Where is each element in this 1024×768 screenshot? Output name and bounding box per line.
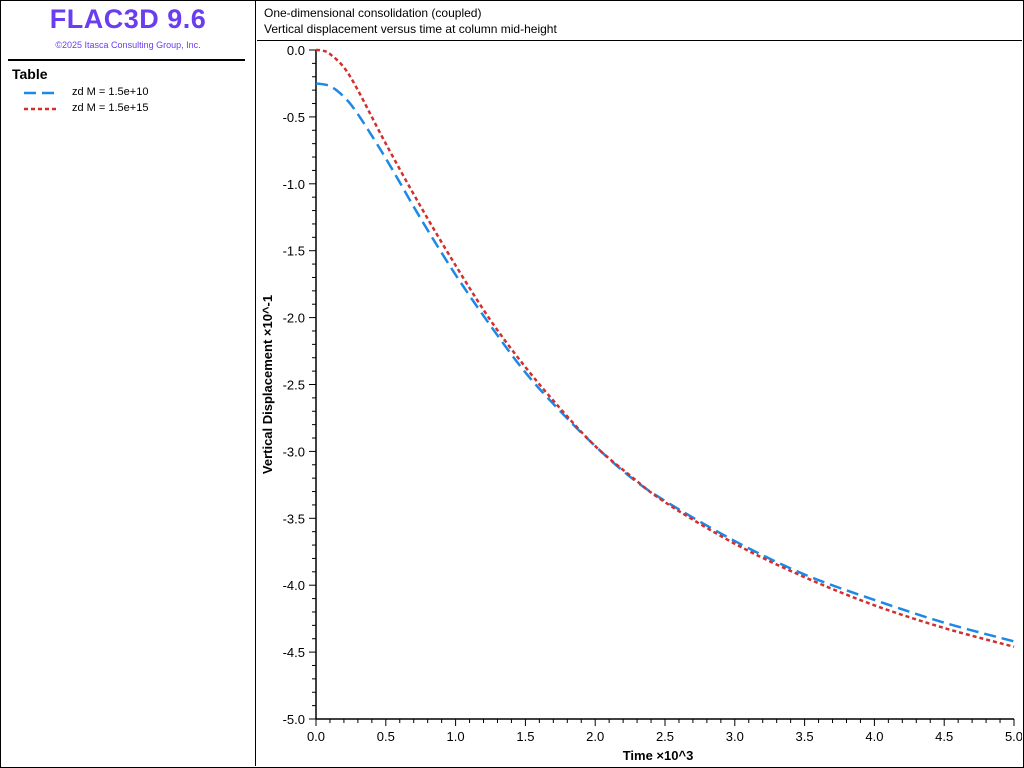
- chart-header: One-dimensional consolidation (coupled) …: [257, 0, 1022, 41]
- y-tick-label: -0.5: [283, 110, 305, 125]
- x-tick-label: 0.5: [377, 729, 395, 744]
- plot-area: 0.0 -0.5 -1.0 -1.5 -2.0 -2.5 -3.0 -3.5 -4.0 -4.5 -…: [260, 43, 1022, 763]
- y-axis-title: Vertical Displacement ×10^-1: [260, 295, 275, 474]
- series-line-2: [315, 48, 1015, 648]
- legend-title: Table: [12, 66, 48, 82]
- y-tick-label: 0.0: [287, 43, 305, 58]
- y-tick-label: -2.5: [283, 378, 305, 393]
- legend-item-label: zd M = 1.5e+10: [72, 86, 149, 98]
- x-tick-label: 1.0: [447, 729, 465, 744]
- y-tick-label: -5.0: [283, 712, 305, 727]
- y-tick-label: -3.0: [283, 444, 305, 459]
- y-tick-label: -2.0: [283, 311, 305, 326]
- chart-title: One-dimensional consolidation (coupled): [264, 6, 482, 20]
- y-tick-label: -4.0: [283, 578, 305, 593]
- dotted-line-icon: [24, 107, 58, 111]
- x-tick-label: 4.0: [865, 729, 883, 744]
- x-tick-label: 2.0: [586, 729, 604, 744]
- series-layer: [315, 48, 1015, 648]
- divider: [8, 59, 245, 61]
- x-axis-title: Time ×10^3: [623, 748, 694, 763]
- x-tick-label: 3.0: [726, 729, 744, 744]
- x-tick-label: 2.5: [656, 729, 674, 744]
- copyright-text: ©2025 Itasca Consulting Group, Inc.: [55, 40, 201, 50]
- x-tick-label: 1.5: [516, 729, 534, 744]
- dashed-line-icon: [24, 91, 58, 95]
- x-tick-label: 5.0: [1005, 729, 1022, 744]
- legend-item-label: zd M = 1.5e+15: [72, 102, 149, 114]
- x-tick-label: 4.5: [935, 729, 953, 744]
- y-tick-label: -1.0: [283, 177, 305, 192]
- chart-subtitle: Vertical displacement versus time at col…: [264, 22, 557, 36]
- y-tick-label: -3.5: [283, 511, 305, 526]
- y-axis: 0.0 -0.5 -1.0 -1.5 -2.0 -2.5 -3.0 -3.5 -4.0 -4.5 -…: [283, 43, 317, 727]
- series-line-1: [315, 82, 1015, 643]
- legend-panel: FLAC3D 9.6 ©2025 Itasca Consulting Group…: [0, 0, 256, 766]
- y-tick-label: -1.5: [283, 244, 305, 259]
- x-tick-label: 3.5: [796, 729, 814, 744]
- x-tick-label: 0.0: [307, 729, 325, 744]
- x-axis: 0.0 0.5 1.0 1.5 2.0 2.5 3.0 3.5 4.0 4.5 5.0: [307, 718, 1022, 744]
- app-title: FLAC3D 9.6: [49, 4, 207, 34]
- y-tick-label: -4.5: [283, 645, 305, 660]
